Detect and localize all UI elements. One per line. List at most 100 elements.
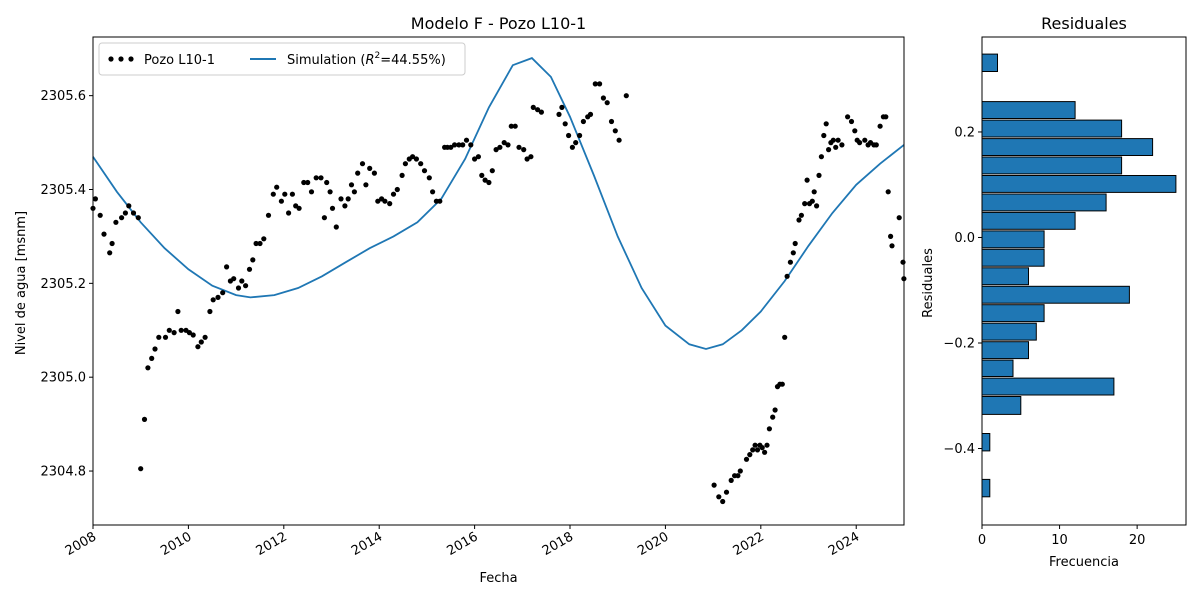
observation-point (830, 137, 836, 143)
observation-point (728, 477, 734, 483)
observation-point (348, 182, 355, 188)
observation-point (390, 191, 397, 197)
observation-point (804, 177, 810, 183)
hist-bar (981, 101, 1076, 119)
observation-point (463, 137, 470, 143)
observation-point (387, 201, 393, 207)
observation-point (516, 144, 522, 150)
legend-marker-observed (108, 56, 134, 62)
observation-point (521, 147, 527, 153)
observation-point (752, 442, 758, 448)
hist-y-axis-label: Residuales (921, 248, 936, 318)
main-x-axis-label: Fecha (479, 571, 517, 586)
observation-point (119, 215, 125, 221)
legend-box (98, 42, 466, 76)
observation-point (556, 111, 562, 117)
hist-y-tick-label: −0.4 (943, 442, 975, 457)
observation-point (493, 147, 499, 153)
observation-point (402, 161, 408, 167)
hist-bar (981, 433, 991, 452)
hist-bar (981, 322, 1037, 341)
observation-point (156, 334, 162, 340)
observation-point (101, 231, 107, 237)
observation-point (524, 156, 530, 162)
observation-point (122, 210, 128, 216)
observation-point (138, 466, 144, 472)
observation-point (308, 189, 315, 195)
hist-bar (981, 285, 1130, 304)
observation-point (289, 191, 295, 197)
y-tick-label: 2305.6 (41, 89, 87, 104)
observation-point (324, 179, 330, 186)
observation-point (723, 489, 730, 495)
hist-x-tick-label: 20 (1129, 533, 1146, 548)
observation-point (900, 259, 906, 265)
observation-point (720, 498, 726, 505)
hist-bar (981, 211, 1076, 230)
observation-point (305, 179, 311, 186)
observation-point (559, 104, 565, 110)
observation-point (888, 233, 894, 239)
main-chart-title: Modelo F - Pozo L10-1 (411, 14, 586, 33)
observation-point (382, 198, 388, 204)
x-tick-label: 2014 (349, 529, 385, 559)
hist-chart-title: Residuales (1041, 14, 1127, 33)
observation-point (186, 330, 192, 336)
hist-bar (981, 396, 1022, 415)
hist-bar (981, 156, 1123, 175)
hist-y-tick-label: 0.2 (954, 125, 975, 140)
observation-point (210, 297, 216, 303)
observation-point (253, 240, 259, 247)
y-tick-label: 2305.4 (41, 183, 87, 198)
hist-x-tick-label: 0 (978, 533, 986, 548)
observation-point (145, 365, 151, 371)
hist-bar (981, 267, 1029, 286)
observation-point (421, 168, 428, 174)
observation-point (113, 219, 119, 225)
observation-point (766, 426, 773, 432)
observation-point (737, 468, 743, 474)
observation-point (342, 203, 348, 209)
observation-point (833, 144, 839, 150)
observation-point (448, 144, 454, 150)
observation-point (764, 442, 770, 448)
observation-point (821, 132, 827, 139)
y-tick-label: 2305.0 (41, 371, 87, 386)
main-plot-frame (92, 36, 905, 526)
observation-point (779, 381, 785, 387)
observation-point (246, 266, 253, 272)
observation-point (750, 447, 756, 453)
observation-point (762, 449, 768, 455)
observation-point (505, 142, 511, 148)
hist-bar (981, 53, 998, 72)
x-tick-label: 2010 (158, 529, 194, 559)
observation-point (235, 285, 242, 291)
observation-point (604, 100, 610, 106)
observation-point (857, 140, 863, 146)
legend: Pozo L10-1 Simulation (R2=44.55%) (98, 42, 466, 76)
main-plot-marks (90, 57, 907, 505)
legend-label-observed: Pozo L10-1 (144, 53, 215, 68)
observation-point (896, 215, 902, 221)
observation-point (265, 212, 272, 218)
observation-point (149, 355, 155, 361)
observation-point (573, 140, 579, 146)
observation-point (885, 189, 891, 195)
observation-point (141, 416, 148, 422)
observation-point (754, 447, 761, 453)
y-tick-label: 2305.2 (41, 277, 87, 292)
observation-point (796, 217, 802, 223)
observation-point (257, 240, 263, 247)
observation-point (845, 114, 851, 120)
observation-point (597, 81, 603, 87)
hist-y-tick-label: −0.2 (943, 336, 975, 351)
observation-point (852, 128, 858, 134)
observation-point (410, 154, 416, 160)
observation-point (224, 264, 230, 270)
observation-point (178, 327, 184, 333)
observation-point (562, 121, 568, 127)
observation-point (770, 414, 776, 420)
observation-point (743, 456, 750, 462)
observation-point (171, 330, 177, 336)
